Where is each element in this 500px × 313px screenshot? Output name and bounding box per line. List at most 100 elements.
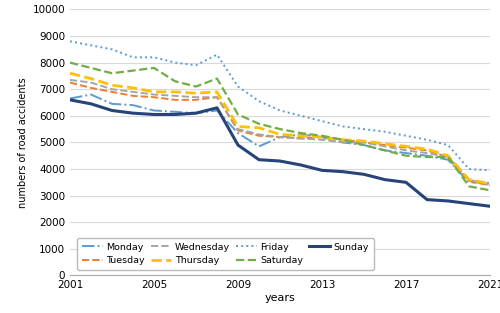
Saturday [109,71,115,75]
Sunday [319,168,325,172]
Saturday [319,134,325,138]
Monday [487,181,493,185]
Thursday [130,86,136,90]
Thursday [298,134,304,138]
Monday [445,158,451,162]
Tuesday [256,134,262,138]
Tuesday [466,179,472,183]
Friday [277,109,283,112]
Monday [88,93,94,96]
Tuesday [172,98,178,102]
Saturday [298,131,304,135]
Sunday [214,106,220,110]
Tuesday [109,90,115,94]
Thursday [319,135,325,139]
Friday [193,63,199,67]
Saturday [151,66,157,70]
Friday [340,125,346,128]
Monday [277,135,283,139]
Monday [466,180,472,184]
Friday [424,138,430,141]
Friday [445,143,451,147]
Tuesday [382,143,388,147]
Saturday [214,77,220,80]
Thursday [361,139,367,143]
Line: Monday: Monday [70,95,490,183]
Tuesday [193,98,199,102]
Thursday [256,126,262,130]
Thursday [466,178,472,182]
Saturday [445,155,451,159]
Thursday [172,90,178,94]
Monday [151,109,157,112]
Wednesday [382,145,388,148]
Saturday [382,148,388,152]
Thursday [88,77,94,80]
Tuesday [445,155,451,159]
Tuesday [130,94,136,98]
Tuesday [424,148,430,152]
Thursday [193,91,199,95]
Saturday [277,127,283,131]
Legend: Monday, Tuesday, Wednesday, Thursday, Friday, Saturday, Sunday: Monday, Tuesday, Wednesday, Thursday, Fr… [77,238,374,270]
Sunday [424,198,430,202]
Sunday [466,202,472,205]
Line: Wednesday: Wednesday [70,80,490,185]
Tuesday [214,95,220,99]
Wednesday [340,141,346,144]
Friday [403,134,409,138]
Friday [256,99,262,103]
Saturday [235,113,241,116]
Saturday [172,79,178,83]
Tuesday [298,136,304,140]
Tuesday [487,184,493,187]
Wednesday [361,141,367,144]
Wednesday [151,93,157,96]
Friday [214,53,220,56]
Sunday [109,109,115,112]
Wednesday [88,81,94,85]
Thursday [109,83,115,87]
Wednesday [172,94,178,98]
Saturday [340,138,346,141]
Monday [382,148,388,152]
Wednesday [67,78,73,82]
Friday [67,39,73,43]
Monday [109,102,115,106]
Friday [466,167,472,171]
Friday [382,130,388,134]
Saturday [403,154,409,158]
Wednesday [130,90,136,94]
Sunday [67,98,73,102]
Wednesday [466,178,472,182]
Thursday [403,145,409,148]
Friday [361,127,367,131]
Tuesday [235,129,241,132]
Tuesday [151,95,157,99]
Line: Sunday: Sunday [70,100,490,206]
Wednesday [193,95,199,99]
Sunday [298,163,304,167]
Tuesday [403,146,409,150]
Friday [109,47,115,51]
Wednesday [298,136,304,140]
Wednesday [424,151,430,155]
Tuesday [88,86,94,90]
Saturday [466,184,472,188]
Sunday [340,170,346,173]
Sunday [172,113,178,116]
Thursday [382,142,388,146]
Monday [193,111,199,115]
Wednesday [319,138,325,141]
Monday [235,131,241,135]
Thursday [277,133,283,136]
Monday [67,97,73,100]
Saturday [361,143,367,147]
Tuesday [361,141,367,144]
Tuesday [277,135,283,139]
Thursday [445,154,451,158]
Friday [319,119,325,123]
Friday [235,85,241,88]
Sunday [382,178,388,182]
Thursday [424,147,430,151]
